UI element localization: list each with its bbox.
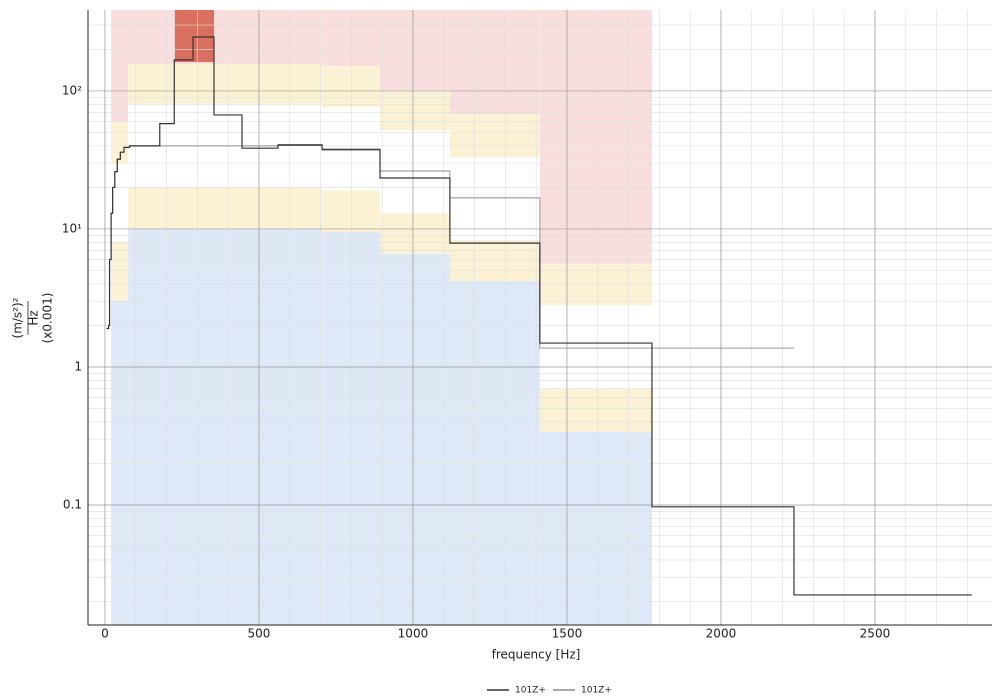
limit-band (379, 253, 450, 625)
limit-band (322, 65, 380, 108)
limit-band (111, 301, 129, 625)
limit-band (322, 190, 380, 233)
limit-band (449, 240, 540, 281)
limit-band (539, 431, 652, 625)
limit-band (128, 63, 323, 104)
y-label-denominator: Hz (27, 310, 41, 325)
x-tick-label: 1000 (398, 627, 429, 641)
limit-band (322, 10, 380, 66)
y-tick-label: 0.1 (63, 497, 82, 511)
x-tick-label: 500 (247, 627, 270, 641)
limit-band (111, 242, 129, 302)
x-tick-label: 1500 (552, 627, 583, 641)
limit-band (539, 263, 652, 306)
limit-band (379, 213, 450, 254)
x-tick-label: 2000 (706, 627, 737, 641)
x-tick-label: 0 (101, 627, 109, 641)
legend-label: 101Z+ (515, 686, 546, 696)
y-tick-label: 10¹ (62, 221, 82, 235)
limit-band (449, 280, 540, 625)
limit-band (111, 163, 129, 243)
limit-band (449, 157, 540, 241)
y-tick-label: 10² (62, 83, 82, 97)
limit-band (379, 90, 450, 131)
limit-band (379, 10, 450, 91)
limit-band (111, 10, 129, 122)
limit-band (111, 121, 129, 164)
limit-band (449, 10, 540, 115)
y-label-scale: (x0.001) (41, 293, 55, 344)
y-axis-label: (m/s²)² Hz (x0.001) (11, 293, 55, 344)
x-tick-label: 2500 (860, 627, 891, 641)
limit-band (322, 232, 380, 625)
limit-band (128, 10, 323, 64)
limit-band (539, 389, 652, 432)
x-axis-label: frequency [Hz] (492, 648, 581, 662)
legend-label: 101Z+ (581, 686, 612, 696)
limit-band (379, 130, 450, 214)
step-line (106, 36, 972, 596)
limit-band (128, 228, 323, 625)
y-tick-label: 1 (74, 359, 82, 373)
y-label-numerator: (m/s²)² (11, 297, 25, 338)
limit-band (539, 10, 652, 264)
limit-band (539, 305, 652, 390)
alarm-band (174, 10, 214, 63)
limit-band (449, 114, 540, 158)
limit-band (128, 187, 323, 229)
